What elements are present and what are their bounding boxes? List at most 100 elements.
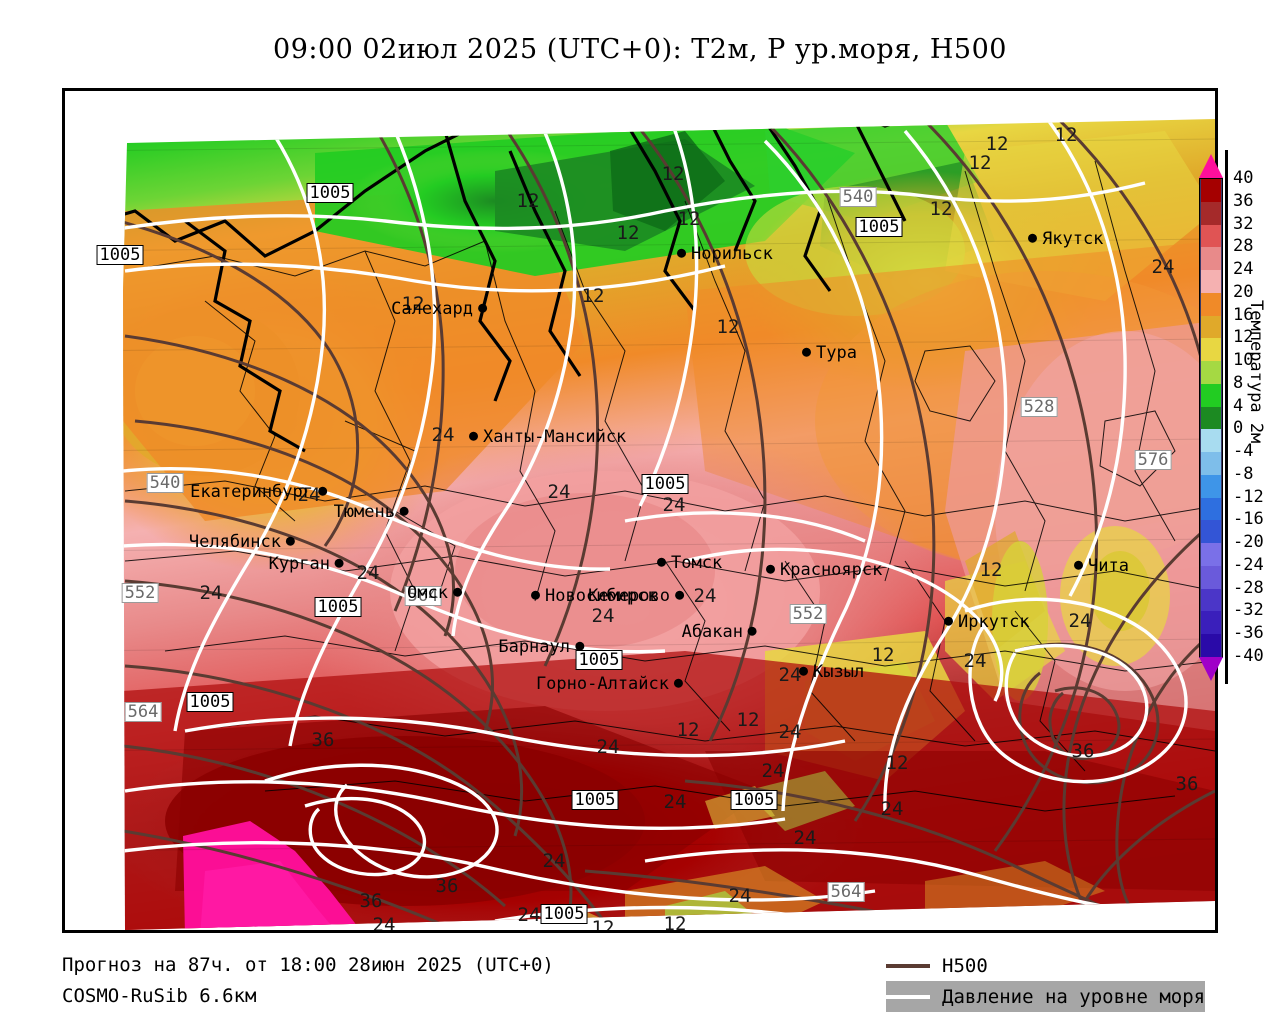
temperature-contour-label: 12 [736, 709, 760, 731]
city-dot-icon [335, 558, 344, 568]
temperature-contour-label: 24 [793, 827, 817, 849]
colorbar-band [1200, 292, 1222, 316]
city-marker[interactable]: Барнаул [498, 636, 584, 656]
city-marker[interactable]: Томск [657, 552, 722, 572]
city-marker[interactable]: Салехард [391, 298, 487, 319]
city-marker[interactable]: Красноярск [766, 559, 883, 580]
pressure-contour-label: 1005 [306, 183, 354, 203]
temperature-contour-label: 12 [591, 917, 615, 930]
colorbar-tick: 28 [1233, 236, 1254, 257]
colorbar[interactable] [1199, 178, 1223, 658]
temperature-contour-label: 24 [662, 494, 686, 516]
city-marker[interactable]: Тура [802, 342, 857, 362]
colorbar-band [1200, 588, 1222, 612]
colorbar-tick: -12 [1233, 486, 1264, 507]
colorbar-band [1200, 224, 1222, 248]
city-marker[interactable]: Чита [1074, 555, 1129, 576]
colorbar-band [1200, 270, 1222, 293]
city-label: Кызыл [813, 661, 865, 682]
city-marker[interactable]: Омск [407, 582, 462, 602]
city-label: Тюмень [333, 501, 395, 522]
pressure-contour-label: 1005 [641, 474, 689, 494]
city-marker[interactable]: Екатеринбург [190, 481, 327, 501]
colorbar-tick: -24 [1233, 554, 1264, 575]
colorbar-tick: 4 [1233, 395, 1244, 416]
city-label: Красноярск [780, 559, 883, 580]
city-marker[interactable]: Иркутск [944, 611, 1030, 632]
city-marker[interactable]: Кызыл [799, 661, 865, 682]
temperature-contour-label: 24 [372, 914, 396, 930]
city-label: Кемерово [588, 585, 670, 606]
h500-contour-label: 552 [789, 604, 827, 624]
legend-line-swatch [886, 994, 930, 999]
city-marker[interactable]: Новосибирск [531, 585, 658, 605]
temperature-contour-label: 24 [591, 605, 615, 627]
h500-contour-label: 540 [146, 473, 184, 493]
colorbar-band [1200, 474, 1222, 498]
temperature-contour-label: 12 [616, 222, 640, 244]
temperature-contour-label: 24 [596, 736, 620, 758]
pressure-contours [123, 119, 1215, 923]
pressure-contour-label: 1005 [575, 650, 623, 670]
colorbar-band [1200, 338, 1222, 361]
city-label: Салехард [391, 298, 473, 319]
temperature-contour-label: 24 [547, 481, 571, 503]
colorbar-under-arrow [1199, 657, 1223, 681]
temperature-contour-label: 12 [885, 752, 909, 774]
colorbar-band [1200, 520, 1222, 543]
city-label: Норильск [691, 243, 773, 264]
city-dot-icon [1074, 560, 1083, 570]
city-dot-icon [799, 666, 808, 676]
colorbar-tick: 10 [1233, 350, 1254, 371]
colorbar-tick: -16 [1233, 509, 1264, 530]
temperature-contour-label: 36 [435, 875, 459, 897]
map-canvas[interactable]: 1005 1005 1005 1005 1005 1005 1005 1005 1005 1005… [65, 91, 1215, 930]
map-frame[interactable]: 1005 1005 1005 1005 1005 1005 1005 1005 1005 1005… [62, 88, 1218, 933]
temperature-contour-label: 12 [716, 316, 740, 338]
city-dot-icon [675, 590, 684, 600]
city-marker[interactable]: Кемерово [588, 585, 684, 606]
city-dot-icon [400, 506, 409, 516]
colorbar-band [1200, 361, 1222, 384]
city-label: Якутск [1042, 228, 1104, 249]
pressure-contour-label: 1005 [571, 790, 619, 810]
temperature-contour-label: 12 [979, 559, 1003, 581]
colorbar-title: Температура 2м [1246, 300, 1266, 444]
city-marker[interactable]: Тюмень [333, 501, 409, 522]
temperature-contour-label: 12 [401, 293, 425, 315]
temperature-contour-label: 24 [356, 562, 380, 584]
city-marker[interactable]: Норильск [677, 243, 773, 264]
colorbar-band [1200, 565, 1222, 589]
legend-label: H500 [942, 954, 988, 977]
temperature-contour-label: 12 [581, 285, 605, 307]
city-marker[interactable]: Горно-Алтайск [536, 673, 683, 693]
temperature-contour-label: 24 [297, 484, 321, 506]
pressure-contour-label: 1005 [186, 692, 234, 712]
city-dot-icon [531, 590, 540, 600]
colorbar-tick: 32 [1233, 213, 1254, 234]
city-dot-icon [766, 564, 775, 574]
city-label: Чита [1088, 555, 1129, 576]
city-marker[interactable]: Курган [269, 553, 344, 573]
city-label: Иркутск [958, 611, 1030, 632]
temperature-contour-label: 36 [311, 729, 335, 751]
temperature-contour-label: 12 [677, 208, 701, 230]
city-marker[interactable]: Якутск [1028, 228, 1104, 249]
colorbar-tick: 0 [1233, 418, 1244, 439]
temperature-contour-label: 12 [1054, 124, 1078, 146]
city-marker[interactable]: Челябинск [189, 531, 295, 551]
colorbar-tick: 8 [1233, 372, 1244, 393]
forecast-lead-time: Прогноз на 87ч. от 18:00 28июн 2025 (UTC… [62, 954, 554, 976]
legend-row: Давление на уровне моря [886, 981, 1206, 1012]
city-marker[interactable]: Абакан [682, 621, 757, 641]
colorbar-tick: -40 [1233, 646, 1264, 666]
legend-row: H500 [886, 950, 1205, 981]
legend-label: Давление на уровне моря [942, 985, 1206, 1008]
temperature-contour-label: 24 [761, 760, 785, 782]
city-dot-icon [1028, 233, 1037, 243]
colorbar-band [1200, 315, 1222, 339]
temperature-contour-label: 36 [1071, 740, 1095, 762]
h500-contour-label: 540 [839, 187, 877, 207]
city-marker[interactable]: Ханты-Мансийск [469, 426, 626, 446]
temperature-contour-label: 24 [431, 424, 455, 446]
